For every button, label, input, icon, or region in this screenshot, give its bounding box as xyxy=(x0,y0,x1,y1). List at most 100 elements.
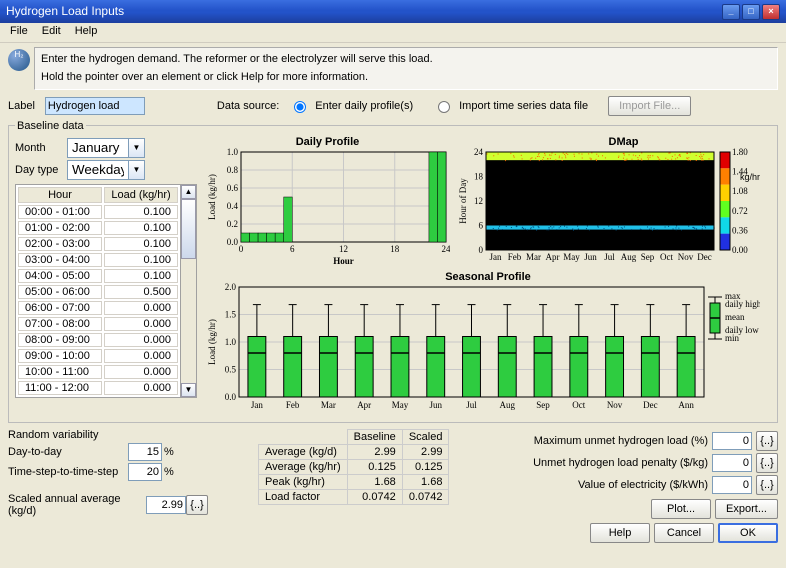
month-select-input[interactable] xyxy=(68,139,128,157)
minimize-icon[interactable]: _ xyxy=(722,4,740,20)
svg-text:daily high: daily high xyxy=(725,299,760,309)
stats-col-baseline: Baseline xyxy=(347,429,402,444)
tsts-input[interactable] xyxy=(128,463,162,481)
elec-label: Value of electricity ($/kWh) xyxy=(578,479,708,491)
svg-text:Jan: Jan xyxy=(490,252,502,262)
table-row[interactable]: 07:00 - 08:000.000 xyxy=(18,317,178,331)
export-button[interactable]: Export... xyxy=(715,499,778,519)
daytype-select[interactable]: ▼ xyxy=(67,160,145,180)
svg-text:Dec: Dec xyxy=(643,400,658,410)
dtd-input[interactable] xyxy=(128,443,162,461)
import-file-button[interactable]: Import File... xyxy=(608,96,691,116)
table-row[interactable]: 04:00 - 05:000.100 xyxy=(18,269,178,283)
svg-text:24: 24 xyxy=(442,244,451,254)
table-row[interactable]: 02:00 - 03:000.100 xyxy=(18,237,178,251)
daily-profile-chart: 0.00.20.40.60.81.006121824Load (kg/hr)Ho… xyxy=(205,148,450,266)
info-line2: Hold the pointer over an element or clic… xyxy=(41,70,771,84)
menu-file[interactable]: File xyxy=(4,23,34,42)
table-row[interactable]: 01:00 - 02:000.100 xyxy=(18,221,178,235)
scaled-avg-input[interactable] xyxy=(146,496,186,514)
close-icon[interactable]: × xyxy=(762,4,780,20)
label-label: Label xyxy=(8,100,35,112)
svg-text:Jan: Jan xyxy=(251,400,263,410)
daytype-label: Day type xyxy=(15,164,67,176)
table-row[interactable]: 05:00 - 06:000.500 xyxy=(18,285,178,299)
scroll-thumb[interactable] xyxy=(181,199,196,259)
month-select[interactable]: ▼ xyxy=(67,138,145,158)
table-row: Peak (kg/hr)1.681.68 xyxy=(259,474,449,489)
svg-text:Mar: Mar xyxy=(321,400,336,410)
stats-table: Baseline Scaled Average (kg/d)2.992.99Av… xyxy=(258,429,449,505)
max-unmet-sens-button[interactable]: {..} xyxy=(756,431,778,451)
daily-profile-title: Daily Profile xyxy=(205,136,450,148)
chevron-down-icon[interactable]: ▼ xyxy=(128,139,144,157)
svg-text:0.5: 0.5 xyxy=(225,364,237,374)
svg-text:Apr: Apr xyxy=(357,400,371,410)
svg-text:Load (kg/hr): Load (kg/hr) xyxy=(207,174,217,220)
svg-text:Jun: Jun xyxy=(429,400,442,410)
hour-load-table[interactable]: Hour Load (kg/hr) 00:00 - 01:000.10001:0… xyxy=(15,184,181,398)
svg-text:0.00: 0.00 xyxy=(732,245,748,255)
table-row[interactable]: 11:00 - 12:000.000 xyxy=(18,381,178,395)
menu-help[interactable]: Help xyxy=(69,23,104,42)
radio-import-file[interactable] xyxy=(438,101,450,113)
dmap-legend-title: kg/hr xyxy=(740,172,760,182)
table-row[interactable]: 09:00 - 10:000.000 xyxy=(18,349,178,363)
svg-text:6: 6 xyxy=(479,220,484,230)
svg-text:Mar: Mar xyxy=(526,252,541,262)
maximize-icon[interactable]: □ xyxy=(742,4,760,20)
penalty-sens-button[interactable]: {..} xyxy=(756,453,778,473)
elec-sens-button[interactable]: {..} xyxy=(756,475,778,495)
hour-col-header: Hour xyxy=(18,187,102,203)
table-row[interactable]: 10:00 - 11:000.000 xyxy=(18,365,178,379)
daytype-select-input[interactable] xyxy=(68,161,128,179)
table-row[interactable]: 06:00 - 07:000.000 xyxy=(18,301,178,315)
ok-button[interactable]: OK xyxy=(718,523,778,543)
table-row: Load factor0.07420.0742 xyxy=(259,489,449,504)
svg-text:Jul: Jul xyxy=(466,400,477,410)
menubar: File Edit Help xyxy=(0,23,786,43)
table-row: Average (kg/d)2.992.99 xyxy=(259,444,449,459)
svg-text:Jun: Jun xyxy=(584,252,597,262)
svg-text:1.80: 1.80 xyxy=(732,148,748,157)
penalty-input[interactable] xyxy=(712,454,752,472)
dtd-unit: % xyxy=(164,446,174,458)
scaled-avg-label: Scaled annual average (kg/d) xyxy=(8,493,146,517)
elec-input[interactable] xyxy=(712,476,752,494)
table-row[interactable]: 00:00 - 01:000.100 xyxy=(18,205,178,219)
svg-text:Nov: Nov xyxy=(607,400,623,410)
info-line1: Enter the hydrogen demand. The reformer … xyxy=(41,52,771,66)
plot-button[interactable]: Plot... xyxy=(651,499,711,519)
svg-text:0.72: 0.72 xyxy=(732,205,748,215)
max-unmet-input[interactable] xyxy=(712,432,752,450)
radio-daily-profile[interactable] xyxy=(294,101,306,113)
svg-text:0: 0 xyxy=(239,244,244,254)
svg-text:Sep: Sep xyxy=(641,252,655,262)
table-row[interactable]: 03:00 - 04:000.100 xyxy=(18,253,178,267)
svg-text:May: May xyxy=(563,252,580,262)
dtd-label: Day-to-day xyxy=(8,446,128,458)
scroll-down-icon[interactable]: ▼ xyxy=(181,383,196,397)
scroll-up-icon[interactable]: ▲ xyxy=(181,185,196,199)
table-scrollbar[interactable]: ▲ ▼ xyxy=(181,184,197,398)
svg-text:May: May xyxy=(392,400,409,410)
help-button[interactable]: Help xyxy=(590,523,650,543)
info-text: Enter the hydrogen demand. The reformer … xyxy=(34,47,778,90)
svg-text:0.8: 0.8 xyxy=(227,165,239,175)
cancel-button[interactable]: Cancel xyxy=(654,523,714,543)
svg-text:Sep: Sep xyxy=(536,400,550,410)
label-input[interactable] xyxy=(45,97,145,115)
radio-import-file-label: Import time series data file xyxy=(459,100,588,112)
chevron-down-icon[interactable]: ▼ xyxy=(128,161,144,179)
table-row[interactable]: 08:00 - 09:000.000 xyxy=(18,333,178,347)
dmap-chart: 06121824JanFebMarAprMayJunJulAugSepOctNo… xyxy=(456,148,756,266)
svg-text:18: 18 xyxy=(474,171,484,181)
svg-text:2.0: 2.0 xyxy=(225,283,237,292)
dmap-title: DMap xyxy=(456,136,771,148)
menu-edit[interactable]: Edit xyxy=(36,23,67,42)
scaled-avg-sens-button[interactable]: {..} xyxy=(186,495,208,515)
svg-text:Hour of Day: Hour of Day xyxy=(458,177,468,223)
month-label: Month xyxy=(15,142,67,154)
penalty-label: Unmet hydrogen load penalty ($/kg) xyxy=(533,457,708,469)
svg-text:1.0: 1.0 xyxy=(227,148,239,157)
